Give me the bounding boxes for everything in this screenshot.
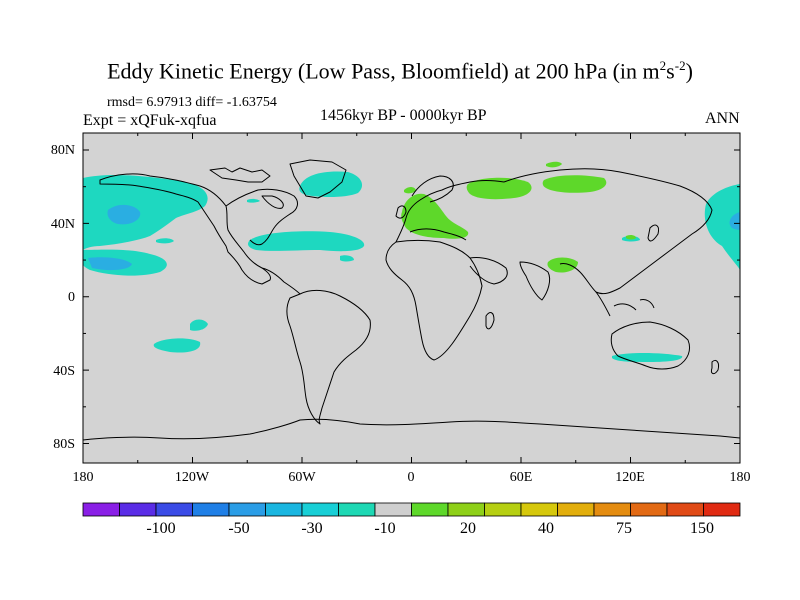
lat-label-40s: 40S [53, 364, 75, 379]
coast-australia [610, 321, 691, 370]
coast-greenland [289, 159, 347, 199]
lat-label-80s: 80S [53, 437, 75, 452]
lon-label-180w: 180 [72, 470, 94, 485]
coast-north-america [99, 173, 271, 285]
coast-central-america [261, 267, 301, 295]
anomaly-pacific-small [156, 238, 174, 244]
colorbar-swatch [666, 502, 704, 517]
anomaly-south-pacific-a [190, 319, 208, 331]
colorbar-swatch [301, 502, 339, 517]
season-label: ANN [705, 110, 740, 127]
colorbar-swatch [265, 502, 303, 517]
coastlines [83, 159, 740, 441]
colorbar-label-7: 75 [616, 520, 632, 537]
coast-africa [385, 240, 483, 361]
colorbar-label-4: -10 [374, 520, 396, 537]
title-sup-2: -2 [674, 58, 686, 73]
rmsd-label: rmsd= 6.97913 diff= -1.63754 [107, 95, 277, 110]
lon-label-60e: 60E [509, 470, 533, 485]
anomaly-north-atlantic [248, 231, 365, 252]
colorbar-swatch [593, 502, 631, 517]
anomaly-europe [401, 193, 469, 239]
plot-title: Eddy Kinetic Energy (Low Pass, Bloomfiel… [0, 58, 800, 84]
colorbar-swatch [520, 502, 558, 517]
coast-southeast-asia [595, 291, 655, 317]
colorbar-label-2: -50 [228, 520, 250, 537]
colorbar-swatch [484, 502, 522, 517]
title-end: ) [685, 58, 693, 84]
colorbar-swatch [557, 502, 595, 517]
colorbar-swatch [630, 502, 668, 517]
lon-label-0: 0 [407, 470, 415, 485]
coast-hudson [261, 195, 284, 209]
lon-label-120e: 120E [615, 470, 645, 485]
anomaly-atlantic-small [340, 255, 354, 262]
title-text: Eddy Kinetic Energy (Low Pass, Bloomfiel… [107, 58, 660, 84]
colorbar-label-5: 20 [460, 520, 476, 537]
anomaly-south-pacific-b [153, 338, 201, 353]
lat-label-80n: 80N [50, 143, 75, 158]
anomaly-siberia [542, 175, 607, 193]
colorbar-swatch [228, 502, 266, 517]
anomaly-west-pacific [704, 184, 740, 270]
period-label: 1456kyr BP - 0000kyr BP [320, 107, 487, 124]
coast-arctic-islands [209, 167, 271, 183]
colorbar-swatch [338, 502, 376, 517]
coast-japan [647, 224, 659, 242]
coast-arabia [469, 257, 508, 285]
anomaly-arctic-small [546, 161, 562, 168]
colorbar-swatch [703, 502, 741, 517]
experiment-label: Expt = xQFuk-xqfua [83, 112, 217, 129]
colorbar-swatch [447, 502, 485, 517]
lon-label-180e: 180 [729, 470, 751, 485]
colorbar-label-3: -30 [301, 520, 323, 537]
anomaly-south-australia [612, 353, 683, 362]
coast-india [519, 261, 551, 301]
colorbar [82, 502, 741, 517]
lat-label-40n: 40N [50, 217, 75, 232]
coast-uk [395, 205, 407, 219]
coast-scandinavia [411, 175, 454, 203]
anomaly-north-pacific-core [107, 204, 141, 225]
coast-antarctica [83, 418, 740, 441]
coast-madagascar [485, 312, 495, 330]
anomaly-east-asia-green [626, 234, 636, 240]
title-unit-s: s [666, 58, 675, 84]
anomaly-greenland [299, 171, 363, 198]
colorbar-swatch [192, 502, 230, 517]
coast-east-north-america [225, 188, 298, 246]
anomaly-scandinavia [404, 187, 416, 194]
colorbar-swatch [411, 502, 449, 517]
coast-europe [395, 180, 505, 243]
anomaly-canada-small [247, 198, 260, 203]
anomaly-india [547, 257, 578, 273]
coast-mediterranean [409, 228, 467, 241]
colorbar-label-6: 40 [538, 520, 554, 537]
colorbar-label-1: -100 [146, 520, 176, 537]
lon-label-120w: 120W [174, 470, 210, 485]
colorbar-label-8: 150 [690, 520, 714, 537]
coast-new-zealand [711, 359, 719, 375]
colorbar-swatch [374, 502, 412, 517]
colorbar-swatch [155, 502, 193, 517]
lon-label-60w: 60W [288, 470, 316, 485]
anomaly-central-pacific-core [88, 257, 132, 271]
title-sup-1: 2 [659, 58, 667, 73]
anomaly-west-russia [466, 177, 532, 200]
colorbar-swatch [82, 502, 120, 517]
coast-south-america [286, 289, 371, 425]
lat-label-0: 0 [68, 290, 75, 305]
anomaly-west-pacific-core [729, 212, 740, 230]
colorbar-swatch [119, 502, 157, 517]
coast-asia [503, 168, 713, 295]
axis-ticks [82, 133, 741, 463]
